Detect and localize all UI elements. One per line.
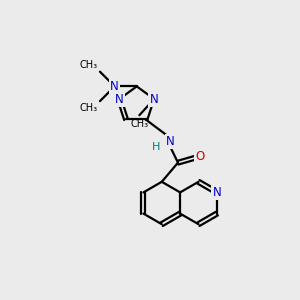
- Text: CH₃: CH₃: [80, 103, 98, 113]
- Text: H: H: [152, 142, 161, 152]
- Text: CH₃: CH₃: [130, 119, 148, 129]
- Text: N: N: [212, 186, 221, 199]
- Text: N: N: [150, 92, 158, 106]
- Text: N: N: [115, 92, 124, 106]
- Text: N: N: [166, 135, 175, 148]
- Text: N: N: [110, 80, 119, 93]
- Text: O: O: [195, 150, 205, 163]
- Text: CH₃: CH₃: [80, 60, 98, 70]
